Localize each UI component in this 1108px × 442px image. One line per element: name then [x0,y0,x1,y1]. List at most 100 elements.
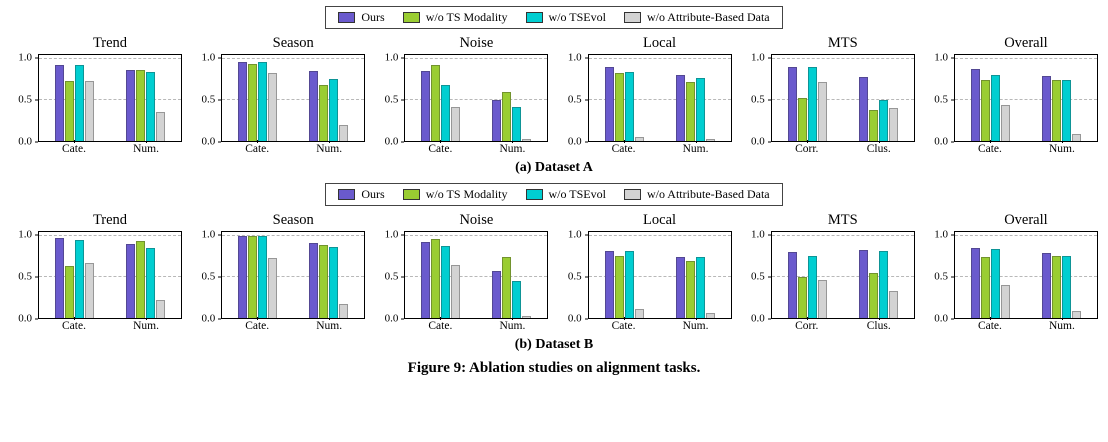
bar-group [787,232,827,318]
gridline [954,276,1097,278]
bar-group [309,55,349,141]
y-axis: 0.0 0.5 1.0 [193,229,222,324]
bar-group [421,55,461,141]
ytick-label: 0.0 [201,135,216,148]
plot-area [38,231,182,319]
subplot-body: 0.0 0.5 1.0 [560,228,732,324]
subplot-title: Trend [92,35,128,51]
figure-caption: Figure 9: Ablation studies on alignment … [407,360,701,376]
y-axis: 0.0 0.5 1.0 [926,52,954,147]
subplot-title: MTS [827,35,858,51]
gridline [771,99,914,101]
legend-label: w/o Attribute-Based Data [646,187,770,201]
ytick-label: 0.5 [201,93,216,106]
bar [675,256,685,318]
bar [614,255,624,318]
xtick-label: Num. [123,317,169,332]
bar [705,139,715,141]
ytick-label: 0.5 [18,93,32,106]
bar [441,85,451,141]
plot-area [221,231,366,319]
bar [624,72,634,141]
ytick-mark [950,318,954,320]
bar [888,108,898,141]
gridline [588,235,731,237]
xtick-label: Cate. [417,317,463,332]
ytick-label: 0.0 [934,135,948,148]
xtick-label: Num. [1039,140,1085,155]
subplot-local: Local 0.0 0.5 1.0 Cate. Num. [560,212,732,332]
subplot-season: Season 0.0 0.5 1.0 Cate. Num. [193,212,366,332]
subplot-noise: Noise 0.0 0.5 1.0 Cate. Num. [376,212,549,332]
bar [441,245,451,318]
ytick-label: 1.0 [567,228,582,241]
legend-item: w/o Attribute-Based Data [623,10,770,25]
x-axis: Cate. Num. [193,140,365,155]
bar [146,248,155,318]
bar [522,138,532,141]
x-axis: Cate. Num. [926,317,1098,332]
bar [319,245,329,318]
ytick-mark [767,57,771,59]
bar [126,244,135,318]
bar-group [675,232,715,318]
bar [990,75,1000,141]
legend-item: w/o TSEvol [525,187,606,202]
gridline [954,58,1097,60]
ytick-label: 0.0 [567,135,582,148]
legend-item: Ours [338,10,385,25]
subplot-body: 0.0 0.5 1.0 [193,52,366,147]
subplot-title: Local [643,212,677,228]
bar [695,77,705,141]
ytick-mark [767,141,771,143]
gridline [954,99,1097,101]
xtick-label: Cate. [417,140,463,155]
x-axis: Cate. Num. [560,140,732,155]
ytick-mark [35,99,38,101]
xtick-label: Cate. [967,140,1013,155]
y-axis: 0.0 0.5 1.0 [743,229,771,324]
gridline [405,276,548,278]
bar [329,246,339,318]
subplot-title: Trend [92,212,128,228]
bar-group [604,55,644,141]
plot-area [587,231,732,319]
ytick-mark [767,276,771,278]
subplot-season: Season 0.0 0.5 1.0 Cate. Num. [193,35,366,155]
bar [685,82,695,141]
bar [858,77,868,141]
ytick-label: 0.0 [201,312,216,325]
bar-group [970,232,1010,318]
xtick-label: Num. [306,140,352,155]
bar [492,100,502,141]
bar [1061,80,1071,141]
legend: Ours w/o TS Modality w/o TSEvol w/o Attribu… [325,183,783,206]
bar-group [55,55,94,141]
subplot-body: 0.0 0.5 1.0 [10,52,182,147]
bar-group [126,232,165,318]
ytick-label: 0.0 [934,312,948,325]
panel-dataset-a: Ours w/o TS Modality w/o TSEvol w/o Attribu… [10,6,1098,176]
subplot-body: 0.0 0.5 1.0 [560,52,732,147]
bar [1051,255,1061,318]
legend-swatch [402,189,420,200]
bar [624,250,634,318]
bar [431,64,441,141]
xtick-label: Cate. [234,140,280,155]
bar [522,315,532,318]
ytick-label: 1.0 [934,228,948,241]
plot-area [770,54,915,142]
bar [512,106,522,141]
bar [156,112,165,141]
bar [136,69,145,141]
ytick-mark [218,234,222,236]
x-axis: Cate. Num. [926,140,1098,155]
bar-group [126,55,165,141]
gridline [588,276,731,278]
subplot-title: MTS [827,212,858,228]
y-axis: 0.0 0.5 1.0 [10,52,38,147]
legend-swatch [525,189,543,200]
bar [970,68,980,141]
bar [614,73,624,141]
bar [85,263,94,318]
